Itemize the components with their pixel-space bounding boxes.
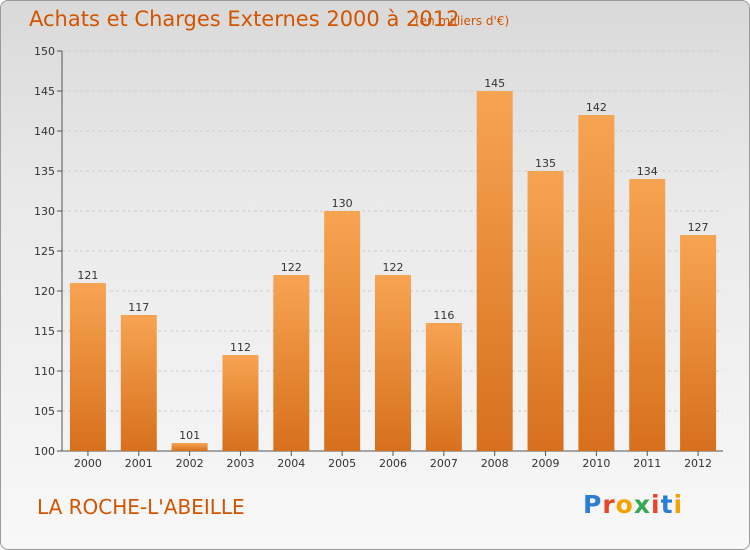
x-tick-label: 2009 xyxy=(532,457,560,470)
logo-letter: r xyxy=(602,490,616,519)
logo-letter: i xyxy=(673,490,684,519)
logo-letter: t xyxy=(660,490,674,519)
proxiti-logo[interactable]: Proxiti xyxy=(583,490,683,519)
logo-letter: P xyxy=(583,490,603,519)
bar xyxy=(273,275,310,451)
bar-value-label: 142 xyxy=(586,101,607,114)
y-tick-label: 135 xyxy=(34,165,55,178)
bar xyxy=(680,235,717,451)
y-tick-label: 150 xyxy=(34,45,55,58)
y-tick-label: 110 xyxy=(34,365,55,378)
bar-value-label: 116 xyxy=(433,309,454,322)
bar xyxy=(324,211,361,451)
bar xyxy=(527,171,564,451)
y-tick-label: 125 xyxy=(34,245,55,258)
y-tick-label: 145 xyxy=(34,85,55,98)
bar xyxy=(476,91,513,451)
bar xyxy=(69,283,106,451)
x-tick-label: 2006 xyxy=(379,457,407,470)
bar-value-label: 135 xyxy=(535,157,556,170)
x-tick-label: 2010 xyxy=(582,457,610,470)
bar-value-label: 112 xyxy=(230,341,251,354)
y-tick-label: 140 xyxy=(34,125,55,138)
bar-value-label: 130 xyxy=(332,197,353,210)
logo-letter: o xyxy=(615,490,634,519)
x-tick-label: 2005 xyxy=(328,457,356,470)
chart-title: Achats et Charges Externes 2000 à 2012 xyxy=(29,7,460,31)
bar xyxy=(578,115,615,451)
logo-letter: x xyxy=(633,490,651,519)
bar xyxy=(375,275,411,451)
x-tick-label: 2002 xyxy=(176,457,204,470)
bar-value-label: 134 xyxy=(637,165,658,178)
logo-letter: i xyxy=(651,490,661,519)
y-tick-label: 105 xyxy=(34,405,55,418)
commune-name: LA ROCHE-L'ABEILLE xyxy=(37,495,245,519)
bar xyxy=(222,355,259,451)
bar xyxy=(120,315,157,451)
bar-value-label: 101 xyxy=(179,429,200,442)
bar-value-label: 121 xyxy=(77,269,98,282)
y-tick-label: 120 xyxy=(34,285,55,298)
x-tick-label: 2000 xyxy=(74,457,102,470)
y-tick-label: 115 xyxy=(34,325,55,338)
y-tick-label: 130 xyxy=(34,205,55,218)
x-tick-label: 2001 xyxy=(125,457,153,470)
bar xyxy=(171,443,208,451)
bar xyxy=(425,323,462,451)
bar-value-label: 122 xyxy=(281,261,302,274)
bar-value-label: 145 xyxy=(484,77,505,90)
x-tick-label: 2008 xyxy=(481,457,509,470)
x-tick-label: 2012 xyxy=(684,457,712,470)
y-tick-label: 100 xyxy=(34,445,55,458)
bar xyxy=(629,179,666,451)
bar-value-label: 117 xyxy=(128,301,149,314)
chart-unit: (en milliers d'€) xyxy=(415,14,510,28)
x-tick-label: 2011 xyxy=(633,457,661,470)
bar-value-label: 127 xyxy=(688,221,709,234)
bar-value-label: 122 xyxy=(383,261,404,274)
labels: 100 105 110 115 120 125 130 135 140 145 150 121 2000… xyxy=(34,45,712,470)
x-tick-label: 2004 xyxy=(277,457,305,470)
bars xyxy=(69,91,717,451)
x-tick-label: 2003 xyxy=(226,457,254,470)
x-tick-label: 2007 xyxy=(430,457,458,470)
